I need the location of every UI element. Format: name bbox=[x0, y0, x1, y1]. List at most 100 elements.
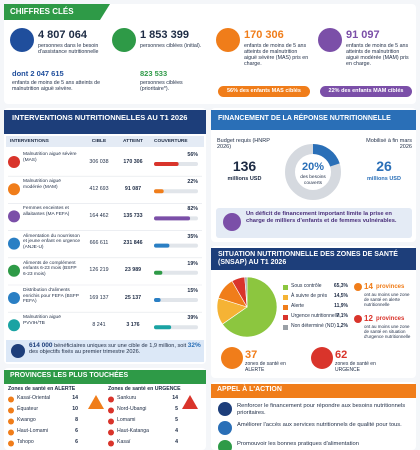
province-name: Lomami bbox=[117, 417, 136, 423]
figure-value: 170 306 bbox=[244, 29, 284, 41]
legend-swatch bbox=[283, 285, 288, 290]
required-value: 136 bbox=[232, 158, 257, 174]
note-icon bbox=[354, 315, 362, 323]
section-title: APPEL À L'ACTION bbox=[217, 386, 282, 393]
pill-text: 56% des enfants MAS ciblés bbox=[227, 88, 301, 94]
province-value: 6 bbox=[75, 439, 78, 445]
atteint-value: 231 846 bbox=[123, 240, 143, 247]
callout-text: zones de santé en ALERTE bbox=[245, 361, 286, 373]
pill bbox=[320, 86, 412, 97]
atteint-value: 3 176 bbox=[126, 321, 140, 328]
donut-label: 20% bbox=[301, 161, 325, 173]
legend-value: 11,9% bbox=[334, 303, 348, 309]
note-unit: provinces bbox=[376, 315, 405, 322]
action-item: Promouvoir les bonnes pratiques d'alimen… bbox=[237, 441, 359, 447]
rank-badge bbox=[108, 407, 114, 414]
legend-swatch bbox=[283, 315, 288, 320]
figure-value: 1 853 399 bbox=[140, 29, 189, 41]
section-bar bbox=[211, 248, 416, 270]
province-name: Sankuru bbox=[117, 395, 137, 401]
callout-circle bbox=[221, 347, 243, 369]
required-label: Budget requis (HNRP 2026) bbox=[217, 138, 270, 151]
figure-sub-value: 823 533 bbox=[140, 69, 168, 78]
province-name: Haut-Lomami bbox=[17, 428, 49, 434]
cible-value: 126 219 bbox=[89, 267, 109, 274]
coverage-bar bbox=[154, 298, 161, 302]
column-header: ATTEINT bbox=[123, 139, 143, 144]
province-name: Tshopo bbox=[17, 439, 34, 445]
province-value: 4 bbox=[175, 428, 178, 434]
coverage-bar bbox=[154, 270, 163, 275]
legend-swatch bbox=[283, 325, 288, 330]
money-icon bbox=[223, 213, 241, 231]
pill bbox=[218, 86, 310, 97]
note-part: 614 000 bbox=[29, 342, 53, 349]
row-icon bbox=[8, 156, 20, 168]
legend-swatch bbox=[283, 305, 288, 310]
province-value: 14 bbox=[172, 395, 178, 401]
callout-circle bbox=[311, 347, 333, 369]
row-label: Malnutrition aiguë PVVIH/TB bbox=[23, 315, 61, 326]
row-label: Aliments de complément enfants 6-23 mois… bbox=[23, 260, 77, 277]
coverage-bar bbox=[154, 162, 179, 166]
note-box bbox=[6, 340, 204, 362]
row-icon bbox=[8, 237, 20, 250]
coverage-label: 39% bbox=[187, 315, 198, 322]
cible-value: 169 137 bbox=[89, 294, 109, 301]
coverage-bar bbox=[154, 243, 170, 248]
cible-value: 8 241 bbox=[92, 321, 106, 328]
row-icon bbox=[8, 319, 20, 332]
note-value: 12 bbox=[364, 314, 373, 323]
column-header: INTERVENTIONS bbox=[10, 139, 49, 144]
list-title: Zones de santé en URGENCE bbox=[108, 386, 181, 392]
figure-sub-label: enfants de moins de 5 ans atteints de ma… bbox=[12, 80, 101, 93]
note: 614 000 bénéficiaires uniques sur une ci… bbox=[29, 342, 201, 356]
action-item: Renforcer le financement pour répondre a… bbox=[237, 403, 406, 416]
coverage-label: 82% bbox=[187, 206, 198, 213]
header-title: CHIFFRES CLÉS bbox=[10, 7, 74, 16]
coverage-bar bbox=[154, 189, 164, 194]
figure-icon bbox=[216, 28, 240, 52]
legend-name: Sous contrôle bbox=[291, 283, 322, 289]
province-value: 4 bbox=[175, 439, 178, 445]
note-part: des objectifs fixés au premier trimestre… bbox=[29, 349, 141, 356]
atteint-value: 25 137 bbox=[124, 294, 142, 301]
note-part: 32% bbox=[187, 342, 201, 349]
province-name: Équateur bbox=[17, 406, 39, 412]
pie-slice bbox=[221, 276, 278, 338]
coverage-bar bbox=[154, 216, 191, 221]
rank-badge bbox=[8, 440, 14, 447]
row-label: Femmes enceintes et allaitantes (MA FEFA… bbox=[23, 206, 70, 217]
cible-value: 164 462 bbox=[89, 212, 109, 219]
rank-badge bbox=[108, 396, 114, 403]
atteint-value: 135 733 bbox=[123, 212, 143, 219]
rank-badge bbox=[108, 418, 114, 425]
province-value: 10 bbox=[72, 406, 78, 412]
coverage-track bbox=[154, 270, 198, 275]
figure-label: personnes dans le besoin d'assistance nu… bbox=[38, 43, 99, 56]
legend-value: 14,5% bbox=[333, 293, 348, 299]
row-label: Malnutrition aiguë modérée (MAM) bbox=[23, 179, 61, 190]
mobilized-value: 26 bbox=[376, 158, 392, 174]
cible-value: 666 611 bbox=[89, 240, 109, 247]
callout-text: zones de santé en URGENCE bbox=[335, 361, 376, 373]
coverage-track bbox=[154, 298, 198, 302]
section-bar bbox=[4, 370, 206, 384]
action-panel bbox=[211, 382, 416, 450]
donut-arc bbox=[285, 144, 341, 200]
coverage-track bbox=[154, 189, 198, 194]
coverage-label: 15% bbox=[187, 288, 198, 294]
unit: millions USD bbox=[367, 176, 401, 182]
financing-note: Un déficit de financement important limi… bbox=[246, 211, 397, 224]
figure-label: enfants de moins de 5 ans atteints de ma… bbox=[346, 43, 409, 68]
province-name: Kasaï-Oriental bbox=[17, 395, 51, 401]
rank-badge bbox=[8, 407, 14, 414]
province-name: Nord-Ubangi bbox=[117, 406, 147, 412]
section-bar bbox=[4, 110, 206, 134]
province-value: 5 bbox=[175, 417, 178, 423]
legend-name: Non déterminé (ND) bbox=[291, 323, 336, 329]
province-name: Kwango bbox=[17, 417, 36, 423]
rank-badge bbox=[8, 396, 14, 403]
coverage-bar bbox=[154, 325, 172, 330]
rank-badge bbox=[8, 418, 14, 425]
